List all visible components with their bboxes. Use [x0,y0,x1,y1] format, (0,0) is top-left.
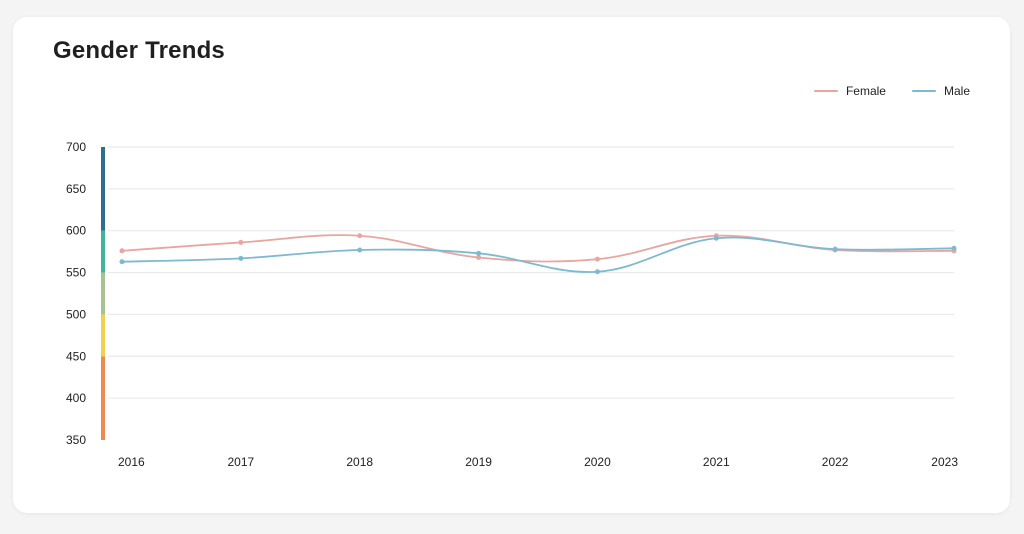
point-male-2021 [713,235,719,241]
point-male-2019 [476,250,482,256]
y-tick-label-350: 350 [66,433,86,447]
y-tick-label-700: 700 [66,140,86,154]
axis-scale-350-450 [101,356,105,440]
y-tick-label-400: 400 [66,391,86,405]
point-male-2020 [594,269,600,275]
x-tick-label-2018: 2018 [346,455,373,469]
point-male-2023 [951,245,957,251]
legend-item-male[interactable]: Male [911,84,970,98]
point-female-2017 [238,239,244,245]
y-tick-label-450: 450 [66,349,86,363]
point-female-2016 [119,248,125,254]
x-tick-label-2020: 2020 [584,455,611,469]
point-female-2019 [476,255,482,261]
axis-scale-550-600 [101,230,105,273]
y-tick-label-550: 550 [66,266,86,280]
series-line-male [121,236,955,273]
chart-legend: Female Male [813,84,970,98]
point-female-2018 [357,233,363,239]
point-male-2018 [357,247,363,253]
legend-label-male: Male [943,84,970,98]
axis-scale-500-550 [101,272,105,315]
chart-title: Gender Trends [53,37,225,64]
x-tick-label-2022: 2022 [822,455,849,469]
x-tick-label-2023: 2023 [931,455,958,469]
legend-item-female[interactable]: Female [813,84,886,98]
y-tick-label-650: 650 [66,182,86,196]
x-tick-label-2019: 2019 [465,455,492,469]
point-female-2020 [594,256,600,262]
point-male-2017 [238,255,244,261]
axis-scale-450-500 [101,314,105,357]
point-male-2016 [119,259,125,265]
legend-swatch-female [813,90,838,92]
point-male-2022 [832,246,838,252]
x-tick-label-2017: 2017 [228,455,255,469]
y-tick-label-500: 500 [66,307,86,321]
legend-label-female: Female [845,84,886,98]
legend-swatch-male [911,90,936,92]
y-tick-label-600: 600 [66,224,86,238]
x-tick-label-2021: 2021 [703,455,730,469]
chart-card [13,17,1010,513]
axis-scale-600-700 [101,147,105,231]
x-tick-label-2016: 2016 [118,455,145,469]
